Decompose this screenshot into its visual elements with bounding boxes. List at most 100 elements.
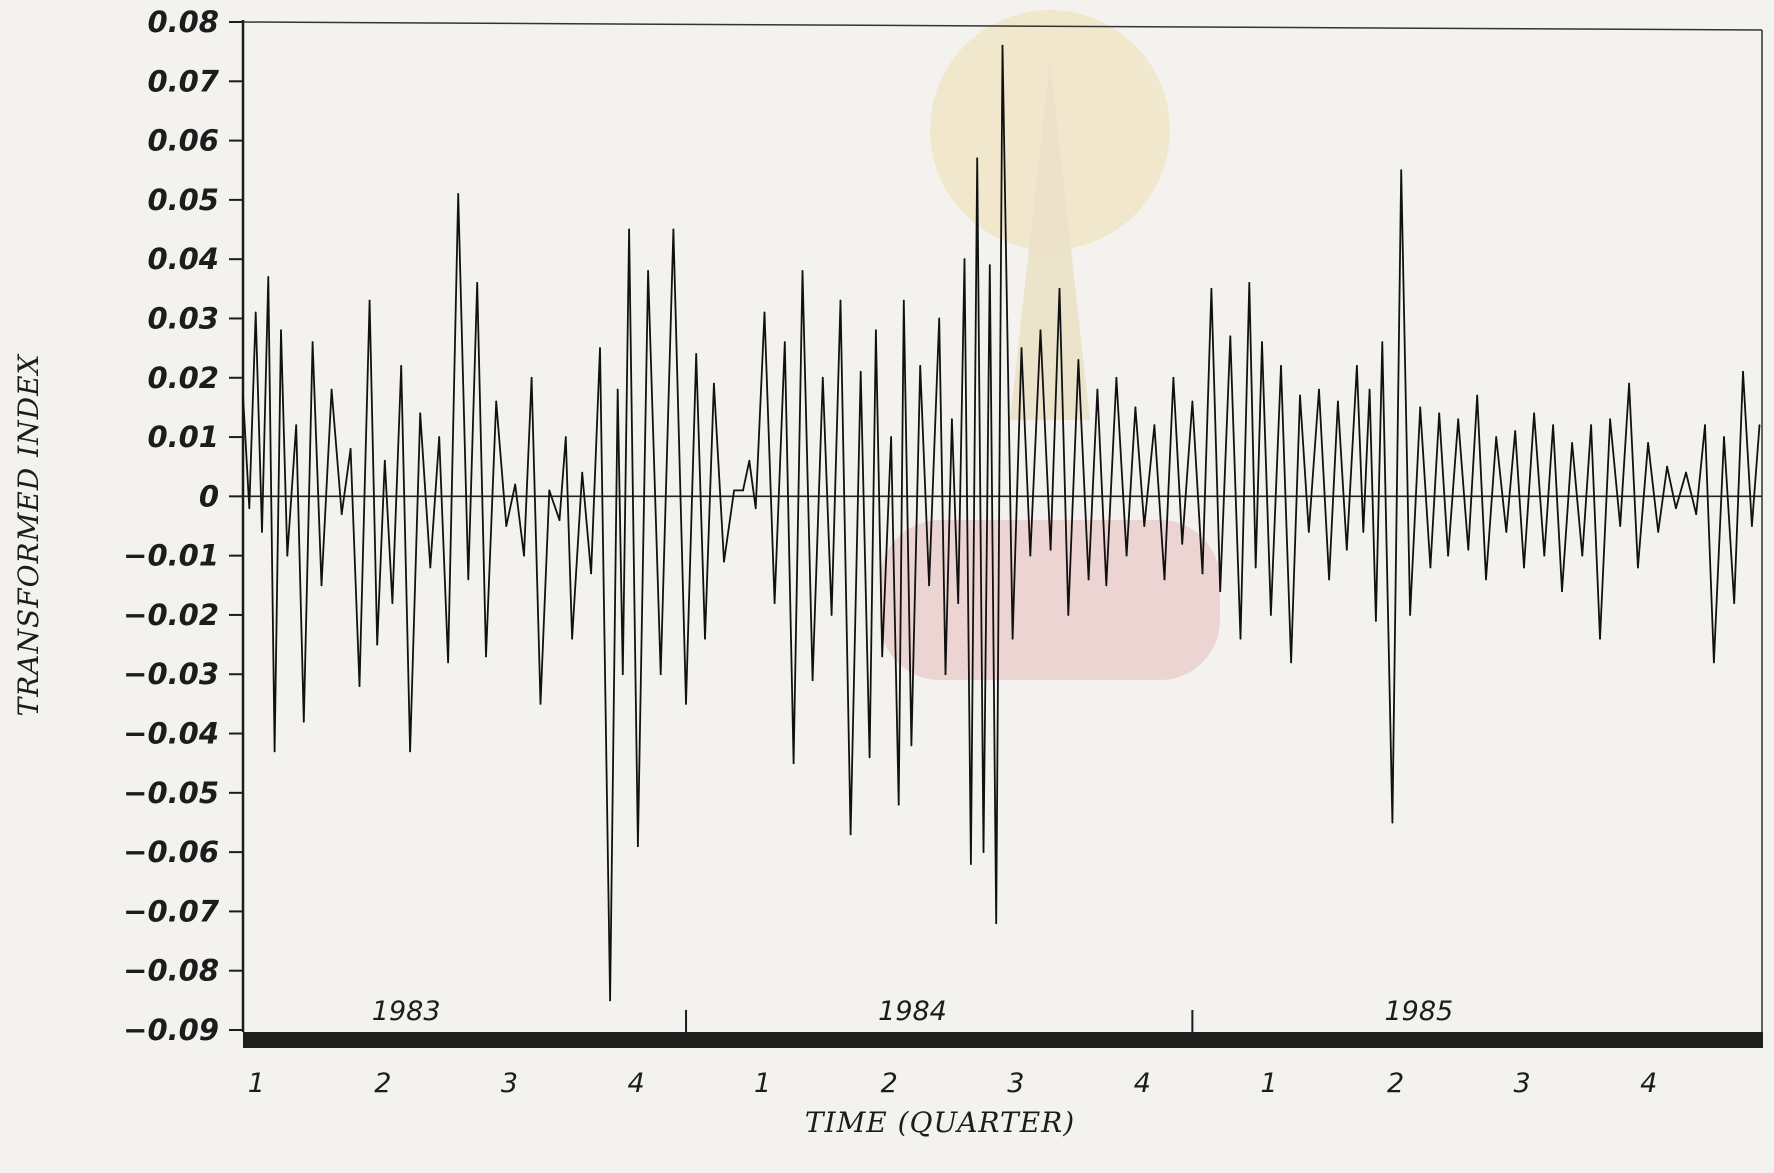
data-point [457,193,460,195]
data-point [1248,281,1251,284]
data-point [1675,507,1677,510]
data-point [748,459,751,462]
year-separators [685,1010,1194,1034]
data-point [558,519,561,521]
data-point [859,370,862,373]
data-point [419,412,422,415]
data-point [1280,365,1282,367]
data-point [609,999,611,1002]
data-point [358,685,361,687]
y-tick-label: 0.02 [147,361,219,395]
data-point [564,436,567,438]
data-point [1514,430,1517,433]
data-point [1201,572,1204,575]
data-point [1191,400,1194,403]
data-point [616,388,619,391]
data-point [811,679,814,682]
data-point [1666,465,1668,468]
data-point [548,489,551,492]
data-point [571,637,574,640]
y-axis-ticks: 0.08 0.07 0.06 0.05 0.04 0.03 0.02 0.01 0 −0.01 −0… [123,5,243,1047]
data-point [383,459,386,462]
watermark [880,10,1220,680]
data-point [1742,370,1744,373]
year-label: 1983 [372,996,441,1027]
data-point [1476,394,1479,397]
data-point [902,299,905,302]
data-point [1115,376,1118,379]
y-tick-label: 0.04 [147,242,219,276]
x-tick-label: 1 [754,1068,771,1099]
data-point [963,258,966,261]
year-labels: 1983 1984 1985 [372,996,1453,1027]
y-axis-title: TRANSFORMED INDEX [12,353,45,716]
data-point [1647,442,1649,444]
data-point [1163,578,1166,581]
y-tick-label: 0.03 [147,301,219,335]
y-tick-label: 0.05 [147,183,219,217]
data-point [944,673,947,676]
data-point [1337,400,1339,403]
data-point [1096,388,1099,391]
data-point [1543,554,1546,557]
x-axis-quarter-labels: 1 2 3 4 1 2 3 4 1 2 3 4 [248,1068,1658,1099]
data-point [910,744,913,747]
data-point [1381,341,1384,344]
data-point [1533,412,1536,415]
data-point [391,602,394,604]
data-point [754,507,757,510]
data-point [1039,329,1042,332]
data-point [928,584,930,587]
data-point [1505,531,1508,533]
data-point [1409,614,1411,616]
data-point [438,436,441,438]
data-point [1590,424,1593,427]
data-point [1020,347,1023,350]
y-tick-label: 0.07 [147,64,219,98]
data-point [1400,169,1403,172]
data-point [376,643,379,646]
data-point [581,471,584,474]
data-point [1049,548,1052,551]
data-point [1067,614,1070,616]
x-tick-label: 3 [1007,1068,1024,1099]
data-point [1254,566,1257,569]
data-point [938,317,941,320]
y-tick-label: −0.06 [123,835,219,869]
y-tick-label: −0.08 [123,954,219,988]
data-point [539,702,542,705]
data-point [792,762,795,765]
data-point [1758,424,1761,427]
y-tick-label: −0.04 [123,717,219,751]
data-point [267,276,270,278]
y-tick-label: −0.03 [123,657,219,691]
data-point [1695,513,1698,516]
data-point [400,365,403,367]
data-point [621,673,624,676]
data-point [476,281,479,284]
data-point [1229,335,1232,338]
data-point [1419,406,1422,409]
data-point [742,489,744,492]
data-point [1318,388,1320,391]
data-point [1299,394,1301,397]
data-point [1307,531,1310,533]
data-point [1290,661,1293,664]
data-point [1134,406,1137,409]
data-point [1495,436,1498,438]
data-point [302,720,305,723]
data-point [1058,287,1061,290]
data-point [982,851,985,854]
data-point [1328,578,1330,581]
data-point [349,448,352,450]
plot-top-border [242,21,1763,31]
data-point [1485,578,1487,581]
data-point [320,584,323,587]
data-point [1172,376,1175,379]
x-axis-title: TIME (QUARTER) [805,1106,1075,1139]
y-tick-label: 0.08 [147,5,219,39]
x-tick-label: 4 [1134,1068,1151,1099]
data-point [628,228,630,231]
data-point [672,228,675,231]
data-point [1011,637,1014,640]
